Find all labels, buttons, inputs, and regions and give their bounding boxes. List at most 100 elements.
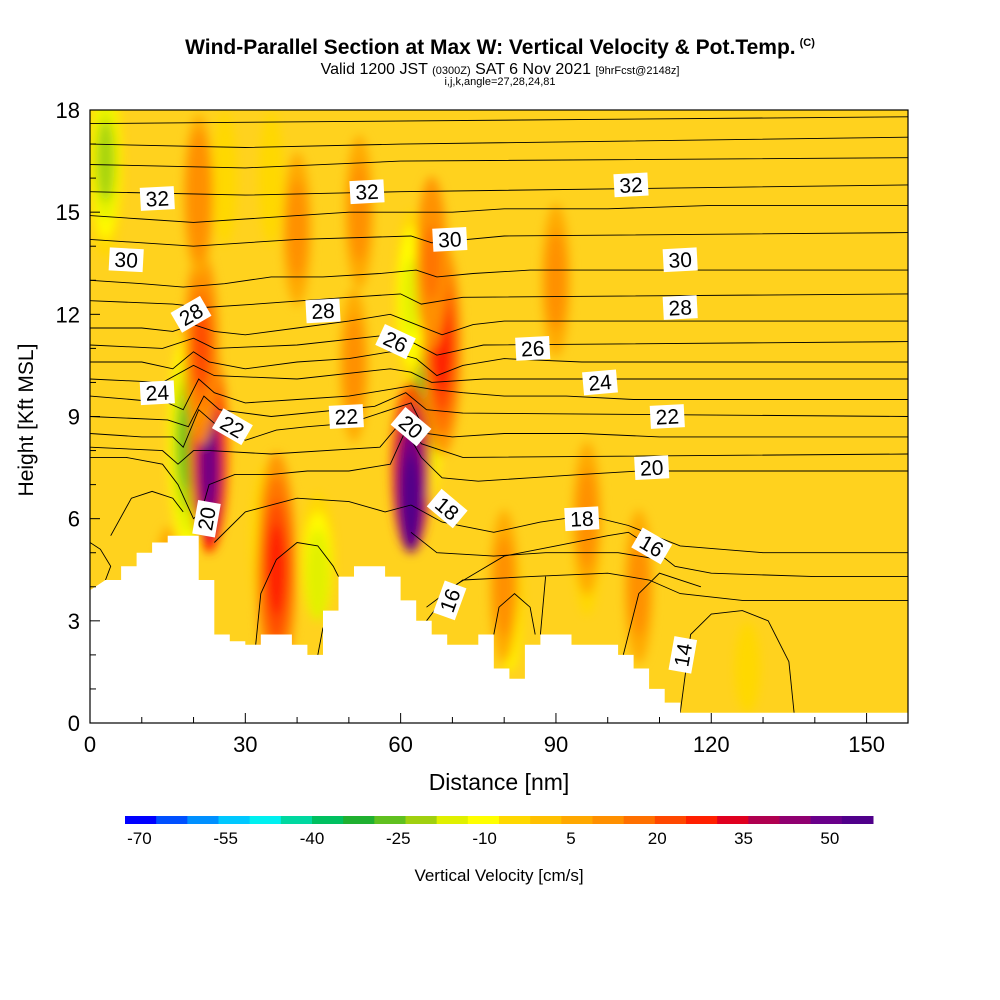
isentrope-label-box [305,298,341,324]
isentrope-label-box [211,408,253,446]
colorbar-tick-8: 50 [820,829,839,848]
isentrope-label-text: 26 [520,337,545,361]
isentrope-label-box [139,380,175,406]
x-tick-label-120: 120 [693,732,730,757]
colorbar-swatch-1 [156,816,188,824]
isentrope-minor-4 [90,232,908,247]
x-axis-label: Distance [nm] [429,769,570,795]
colorbar-tick-6: 20 [648,829,667,848]
y-tick-label-0: 0 [68,711,80,736]
colorbar-swatch-7 [343,816,375,824]
colorbar-swatch-12 [499,816,531,824]
colorbar-swatch-23 [841,816,874,824]
isentrope-minor-5 [90,293,908,308]
isentrope-label-box [668,636,698,674]
isentrope-24 [90,378,908,411]
colorbar-swatch-10 [436,816,469,824]
updraft-cell-6-level-3 [190,158,207,232]
isentrope-label-20-17: 20 [634,455,670,481]
isentrope-label-text: 20 [639,457,664,481]
isentrope-label-box [662,295,698,320]
isentrope-minor-17 [255,542,339,645]
isentrope-minor-12 [426,572,908,608]
isentrope-label-text: 28 [311,300,336,324]
isentrope-label-22-15: 22 [649,404,685,430]
x-tick-label-150: 150 [848,732,885,757]
isentrope-label-box [349,179,385,205]
isentrope-label-28-7: 28 [305,298,341,324]
colorbar-tick-4: -10 [472,829,497,848]
isentrope-label-24-11: 24 [139,380,175,406]
updraft-cell-0-level-3 [199,421,219,515]
isentrope-label-box [192,499,221,538]
colorbar-label: Vertical Velocity [cm/s] [414,866,583,885]
y-tick-label-6: 6 [68,507,80,532]
grid-indices: i,j,k,angle=27,28,24,81 [444,76,556,88]
isentrope-label-box [426,488,468,529]
updraft-cell-2-level-3 [266,524,286,616]
isentrope-label-30-4: 30 [432,227,468,252]
colorbar-tick-7: 35 [734,829,753,848]
colorbar-tick-5: 5 [566,829,575,848]
y-axis-label: Height [Kft MSL] [15,344,38,497]
colorbar-swatch-16 [623,816,656,824]
isentrope-label-18-20: 18 [564,506,600,532]
colorbar-swatch-14 [561,816,593,824]
isentrope-16b [90,542,112,581]
isentrope-minor-9 [90,415,908,465]
x-tick-label-0: 0 [84,732,96,757]
isentrope-minor-18 [317,627,324,655]
colorbar-swatch-9 [405,816,438,824]
x-tick-label-30: 30 [233,732,257,757]
isentrope-minor-2 [90,157,908,169]
updraft-cell-12-level-3 [496,551,513,623]
isentrope-label-box [328,404,364,429]
isentrope-label-box [631,527,673,565]
isentrope-label-text: 30 [438,228,463,252]
colorbar-swatch-21 [779,816,812,824]
downdraft-cell-9-level-3 [263,144,279,212]
colorbar-swatch-15 [592,816,625,824]
chart-title: Wind-Parallel Section at Max W: Vertical… [0,36,1000,60]
isentrope-label-box [375,323,416,360]
colorbar-tick-1: -55 [213,829,238,848]
updraft-cell-7-level-3 [289,193,306,265]
isentrope-label-box [108,247,144,273]
isentrope-label-text: 14 [670,641,697,668]
colorbar-swatch-13 [530,816,562,824]
isentrope-label-14-23: 14 [668,636,698,674]
updraft-cell-8-level-3 [345,329,363,402]
isentrope-20 [90,429,908,520]
isentrope-label-30-5: 30 [662,247,698,273]
isentrope-label-32-2: 32 [613,172,649,198]
isentrope-minor-1 [90,136,908,148]
isentrope-label-text: 22 [655,405,680,429]
x-tick-label-60: 60 [388,732,412,757]
updraft-cell-3-level-3 [401,455,421,549]
downdraft-cell-10-level-3 [739,655,756,713]
updraft-cell-13-level-3 [630,551,647,623]
isentrope-label-box [433,580,467,621]
colorbar-swatch-19 [717,816,749,824]
isentrope-label-text: 24 [587,371,613,396]
velocity-field [90,110,761,713]
colorbar-swatch-18 [686,816,718,824]
y-tick-label-3: 3 [68,609,80,634]
colorbar-tick-0: -70 [127,829,152,848]
isentrope-minor-11 [410,531,660,560]
axes: 0 30 60 90 120 150 0 3 6 9 12 15 18 [56,98,885,757]
colorbar-swatch-8 [374,816,406,824]
colorbar-swatch-0 [125,816,157,824]
valid-date: SAT 6 Nov 2021 [475,61,591,78]
isentrope-label-26-10: 26 [515,336,551,361]
colorbar-swatch-2 [187,816,219,824]
isentrope-minor-0 [90,116,908,125]
isentrope-label-text: 32 [619,174,644,198]
colorbar-tick-2: -40 [300,829,325,848]
isentrope-label-20-18: 20 [192,499,221,538]
isentrope-label-box [515,336,551,361]
isentrope-minor-16 [679,610,795,713]
colorbar-swatch-17 [654,816,687,824]
